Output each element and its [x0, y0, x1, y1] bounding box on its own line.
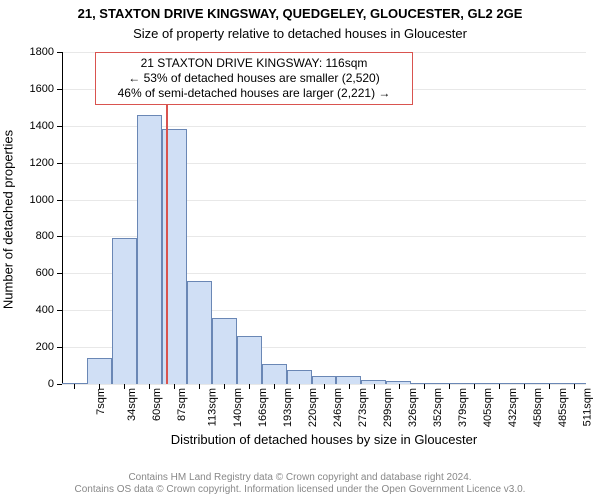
x-tick-label: 166sqm	[257, 388, 269, 427]
histogram-bar	[312, 376, 337, 384]
y-tick-label: 1200	[30, 157, 54, 169]
y-tick-label: 800	[36, 230, 54, 242]
y-tick-label: 600	[36, 267, 54, 279]
page-title-line2: Size of property relative to detached ho…	[0, 26, 600, 41]
tick-mark	[474, 384, 475, 389]
tick-mark	[224, 384, 225, 389]
x-tick-label: 193sqm	[282, 388, 294, 427]
tick-mark	[124, 384, 125, 389]
tick-mark	[249, 384, 250, 389]
footer-attribution: Contains HM Land Registry data © Crown c…	[0, 472, 600, 496]
x-tick-label: 326sqm	[407, 388, 419, 427]
x-tick-label: 485sqm	[557, 388, 569, 427]
tick-mark	[449, 384, 450, 389]
histogram-bar	[137, 115, 162, 384]
tick-mark	[149, 384, 150, 389]
histogram-bar	[237, 336, 262, 384]
tick-mark	[274, 384, 275, 389]
x-tick-label: 113sqm	[207, 388, 219, 426]
tick-mark	[349, 384, 350, 389]
y-axis-line	[62, 52, 63, 384]
y-axis-label: Number of detached properties	[1, 53, 16, 385]
tick-mark	[549, 384, 550, 389]
x-tick-label: 60sqm	[151, 388, 163, 421]
x-tick-label: 405sqm	[482, 388, 494, 427]
x-tick-label: 220sqm	[307, 388, 319, 427]
tick-mark	[399, 384, 400, 389]
tick-mark	[524, 384, 525, 389]
tick-mark	[174, 384, 175, 389]
x-tick-label: 458sqm	[532, 388, 544, 427]
tick-mark	[299, 384, 300, 389]
x-tick-label: 352sqm	[432, 388, 444, 427]
tick-mark	[574, 384, 575, 389]
histogram-bar	[262, 364, 287, 384]
y-tick-label: 1800	[30, 46, 54, 58]
tick-mark	[199, 384, 200, 389]
x-tick-label: 273sqm	[357, 388, 369, 427]
y-tick-label: 200	[36, 341, 54, 353]
annotation-box: 21 STAXTON DRIVE KINGSWAY: 116sqm ← 53% …	[95, 52, 413, 105]
page-title-line1: 21, STAXTON DRIVE KINGSWAY, QUEDGELEY, G…	[0, 6, 600, 21]
y-tick-label: 1400	[30, 120, 54, 132]
histogram-bar	[212, 318, 237, 384]
annotation-line2: ← 53% of detached houses are smaller (2,…	[104, 71, 404, 86]
y-tick-label: 0	[48, 378, 54, 390]
histogram-bar	[287, 370, 312, 384]
x-tick-label: 87sqm	[176, 388, 188, 421]
tick-mark	[499, 384, 500, 389]
y-tick-label: 1600	[30, 83, 54, 95]
annotation-line3: 46% of semi-detached houses are larger (…	[104, 86, 404, 101]
x-axis-label: Distribution of detached houses by size …	[62, 432, 586, 447]
histogram-bar	[336, 376, 361, 384]
histogram-bar	[87, 358, 112, 384]
y-tick-label: 1000	[30, 194, 54, 206]
tick-mark	[324, 384, 325, 389]
x-tick-label: 7sqm	[95, 388, 107, 415]
tick-mark	[374, 384, 375, 389]
x-tick-label: 432sqm	[507, 388, 519, 427]
x-tick-label: 379sqm	[457, 388, 469, 427]
tick-mark	[99, 384, 100, 389]
x-tick-label: 299sqm	[382, 388, 394, 427]
tick-mark	[57, 384, 62, 385]
histogram-bar	[187, 281, 212, 384]
x-tick-label: 511sqm	[581, 388, 593, 426]
x-tick-label: 140sqm	[232, 388, 244, 427]
footer-line1: Contains HM Land Registry data © Crown c…	[0, 472, 600, 484]
tick-mark	[424, 384, 425, 389]
tick-mark	[74, 384, 75, 389]
x-tick-label: 34sqm	[126, 388, 138, 421]
footer-line2: Contains OS data © Crown copyright. Info…	[0, 484, 600, 496]
histogram-bar	[112, 238, 137, 384]
x-tick-label: 246sqm	[332, 388, 344, 427]
y-tick-label: 400	[36, 304, 54, 316]
annotation-line1: 21 STAXTON DRIVE KINGSWAY: 116sqm	[104, 56, 404, 71]
